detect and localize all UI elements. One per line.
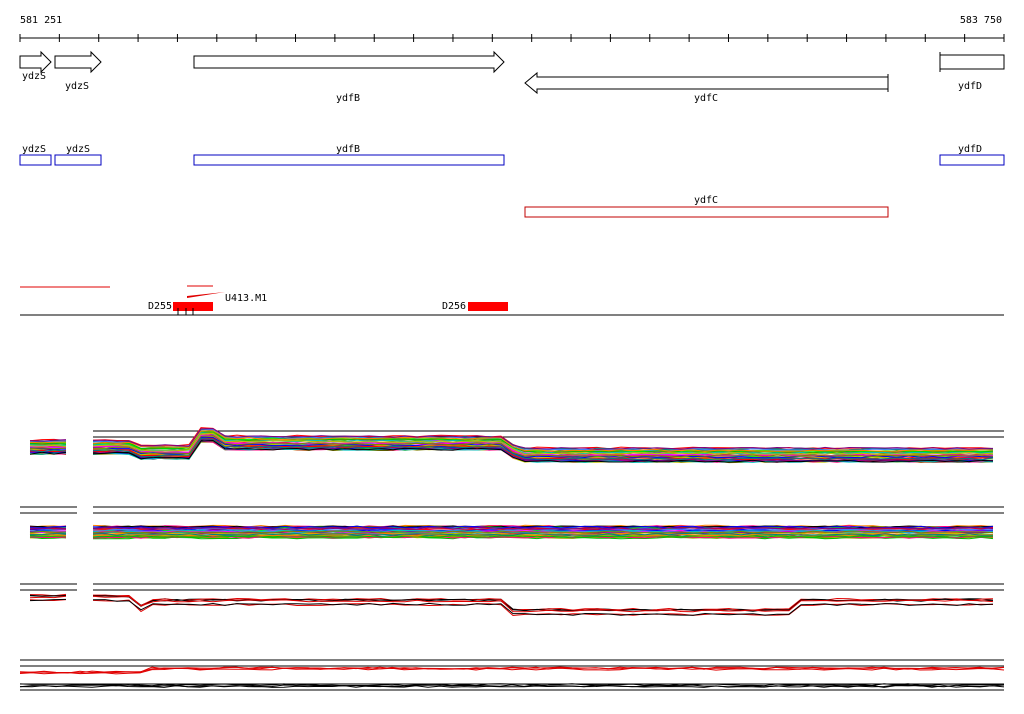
signal-line [92,532,994,536]
gene-box [939,54,1005,70]
gene-label: ydfD [958,81,982,92]
signal-line [29,598,67,602]
annotation-label: ydzS [22,144,46,155]
signal-line [30,526,67,529]
signal-line [29,451,67,455]
signal-line [29,444,67,447]
signal-line [92,430,994,452]
gene-arrow [193,50,505,74]
signal-line [29,536,67,539]
gene-label: ydfC [694,93,718,104]
signal-line [92,599,994,617]
ruler-start: 581 251 [20,15,62,26]
annotation-box [19,154,52,166]
signal-line [29,595,67,599]
feature-wedge [187,292,225,298]
signal-line [92,436,994,459]
ruler-end: 583 750 [960,15,1002,26]
signal-line [29,447,67,450]
gene-arrow [54,50,102,74]
feature-block [468,302,508,311]
signal-line [92,428,993,450]
signal-line [29,441,66,444]
signal-line [92,530,994,534]
signal-line [19,683,1005,687]
annotation-label: ydzS [66,144,90,155]
feature-block [173,302,213,311]
annotation-box [54,154,102,166]
signal-line [92,599,994,616]
annotation-label: ydfD [958,144,982,155]
signal-line [29,593,67,597]
signal-line [29,439,67,442]
signal-line [30,533,66,536]
signal-line [29,530,67,534]
signal-line [92,439,994,463]
annotation-box [193,154,505,166]
signal-line [29,594,67,597]
signal-line [92,437,994,461]
signal-line [93,594,994,611]
signal-line [92,439,994,463]
signal-line [29,445,67,449]
annotation-box [939,154,1005,166]
signal-line [29,536,67,540]
feature-label: D256 [442,301,466,312]
gene-arrow [19,50,52,74]
feature-label: U413.M1 [225,293,267,304]
annotation-label: ydfB [336,144,360,155]
signal-line [92,594,994,611]
signal-line [19,666,1005,674]
annotation-label: ydfC [694,195,718,206]
signal-line [19,684,1005,688]
signal-line [29,527,67,530]
gene-arrow [524,71,889,95]
signal-line [29,449,67,453]
gene-label: ydzS [65,81,89,92]
annotation-box [524,206,889,218]
gene-label: ydfB [336,93,360,104]
signal-line [92,526,994,530]
signal-line [92,432,994,456]
feature-label: D255 [148,301,172,312]
signal-line [92,534,994,538]
signal-line [92,435,994,458]
signal-line [92,595,994,613]
signal-line [29,442,67,445]
gene-label: ydzS [22,71,46,82]
